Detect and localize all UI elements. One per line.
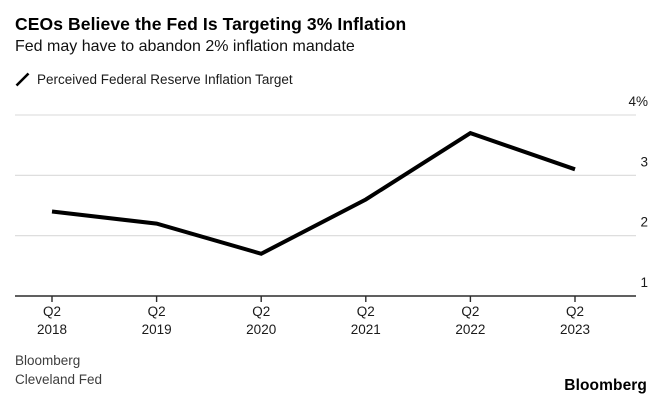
- bloomberg-logo: Bloomberg: [564, 377, 647, 394]
- x-tick-label-year: 2020: [246, 322, 276, 337]
- series-line: [51, 130, 576, 256]
- x-tick-label-quarter: Q2: [252, 304, 270, 319]
- y-tick-label: 1: [640, 275, 648, 290]
- x-tick-label-year: 2018: [37, 322, 67, 337]
- x-tick-label-quarter: Q2: [461, 304, 479, 319]
- x-tick-label-year: 2021: [351, 322, 381, 337]
- source-line-2: Cleveland Fed: [15, 372, 103, 387]
- source-note: Bloomberg Cleveland Fed: [15, 351, 102, 389]
- x-tick-label-quarter: Q2: [566, 304, 584, 319]
- x-tick-label-quarter: Q2: [357, 304, 375, 319]
- y-tick-label: 2: [640, 215, 648, 230]
- y-tick-label: 3: [640, 154, 648, 169]
- x-tick-label-quarter: Q2: [148, 304, 166, 319]
- source-line-1: Bloomberg: [15, 353, 81, 368]
- chart-title: CEOs Believe the Fed Is Targeting 3% Inf…: [15, 14, 407, 34]
- line-chart: 1 2 3 4% Q2 2018 Q2 2019 Q2 2020 Q2 2021 Q2 2022 Q2 202…: [15, 95, 648, 337]
- x-tick-label-year: 2019: [142, 322, 172, 337]
- chart-subtitle: Fed may have to abandon 2% inflation man…: [15, 38, 355, 55]
- y-tick-label: 4%: [628, 95, 648, 109]
- x-tick-label-quarter: Q2: [43, 304, 61, 319]
- x-tick-label-year: 2022: [455, 322, 485, 337]
- x-tick-label-year: 2023: [560, 322, 590, 337]
- legend-label: Perceived Federal Reserve Inflation Targ…: [37, 72, 293, 87]
- legend-slash-icon: [15, 72, 30, 87]
- legend: Perceived Federal Reserve Inflation Targ…: [15, 72, 293, 87]
